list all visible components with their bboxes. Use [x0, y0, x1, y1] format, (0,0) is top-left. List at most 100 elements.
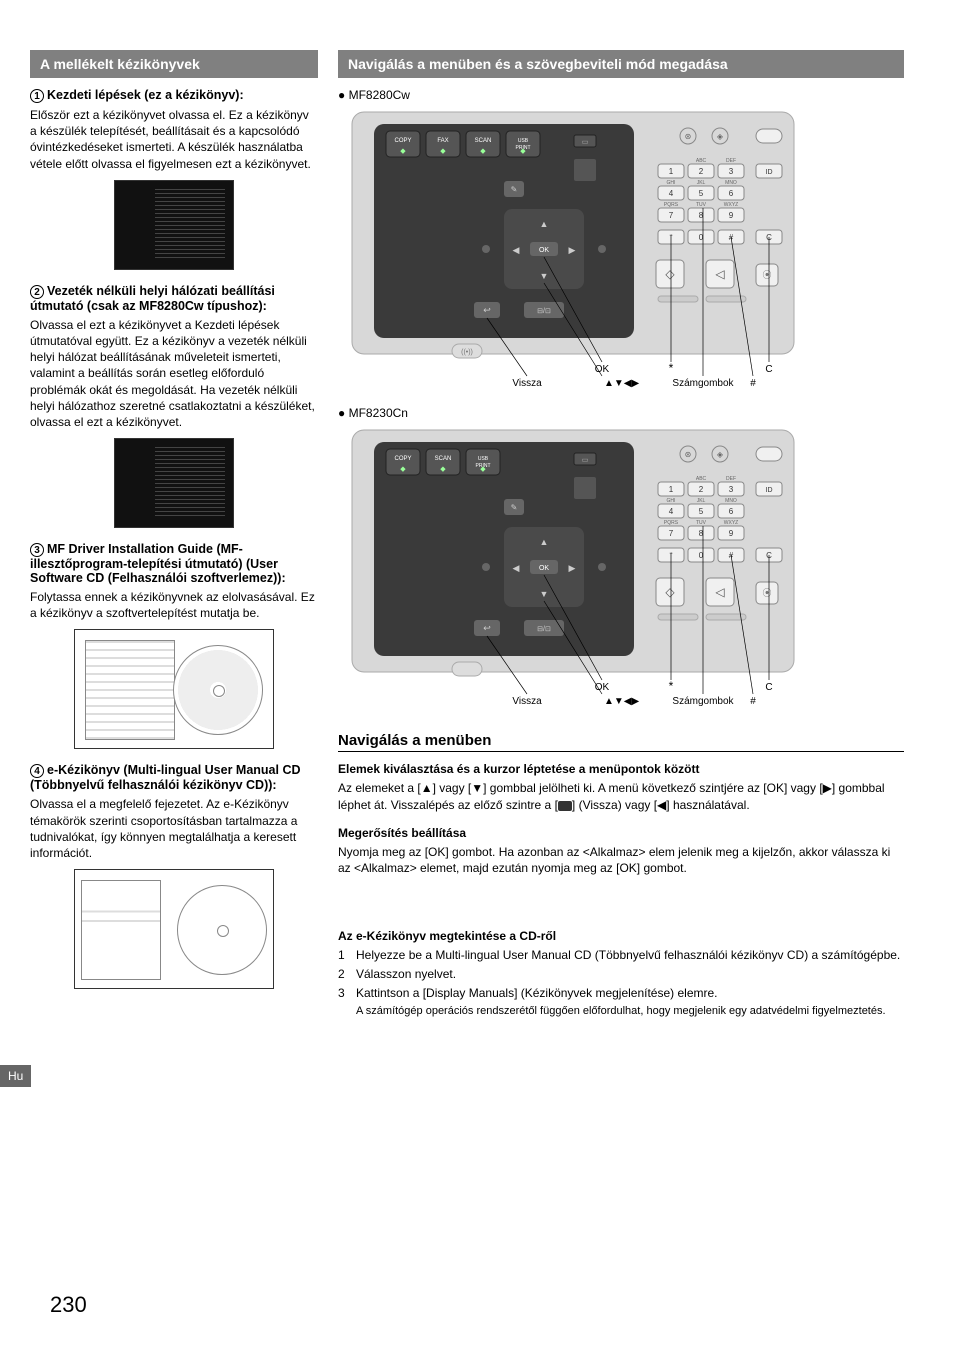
para1-text: Az elemeket a [▲] vagy [▼] gombbal jelöl… — [338, 780, 904, 814]
svg-text:GHI: GHI — [667, 498, 676, 504]
svg-text:▶: ▶ — [569, 245, 576, 255]
svg-text:◆: ◆ — [440, 466, 446, 473]
manual-image-4 — [74, 869, 274, 989]
svg-text:JKL: JKL — [697, 180, 706, 186]
manual-image-1 — [114, 180, 234, 270]
svg-text:9: 9 — [729, 211, 734, 220]
svg-text:5: 5 — [699, 507, 704, 516]
language-tab: Hu — [0, 1065, 31, 1087]
svg-text:OK: OK — [595, 682, 610, 693]
svg-text:◆: ◆ — [440, 148, 446, 155]
svg-text:9: 9 — [729, 529, 734, 538]
svg-text:MNO: MNO — [725, 498, 737, 504]
svg-text:C: C — [765, 682, 772, 693]
svg-text:6: 6 — [729, 189, 734, 198]
svg-text:1: 1 — [669, 485, 674, 494]
svg-text:ABC: ABC — [696, 476, 707, 482]
panel-1: COPY◆FAX◆SCAN◆USBPRINT◆▭✎▲▼◀▶OK↩⊟/⊡((•))… — [338, 106, 904, 396]
svg-text:1: 1 — [669, 167, 674, 176]
svg-text:Vissza: Vissza — [512, 378, 542, 389]
item1-title: 1Kezdeti lépések (ez a kézikönyv): — [30, 88, 318, 103]
svg-text:▲: ▲ — [540, 219, 549, 229]
svg-text:◇: ◇ — [665, 267, 675, 281]
para1-title: Elemek kiválasztása és a kurzor léptetés… — [338, 762, 904, 776]
svg-text:PQRS: PQRS — [664, 520, 679, 526]
svg-text:7: 7 — [669, 529, 674, 538]
manual-image-2 — [114, 438, 234, 528]
svg-text:OK: OK — [595, 364, 610, 375]
svg-text:◁: ◁ — [715, 585, 725, 599]
svg-text:▼: ▼ — [540, 271, 549, 281]
page-number: 230 — [50, 1292, 87, 1318]
nav-heading: Navigálás a menüben — [338, 732, 904, 752]
svg-text:ID: ID — [766, 487, 773, 494]
svg-text:◀: ◀ — [513, 563, 520, 573]
right-header: Navigálás a menüben és a szövegbeviteli … — [338, 50, 904, 78]
svg-text:Számgombok: Számgombok — [672, 378, 734, 389]
svg-text:DEF: DEF — [726, 158, 736, 164]
item4-text: Olvassa el a megfelelő fejezetet. Az e-K… — [30, 796, 318, 861]
svg-text:USB: USB — [518, 138, 529, 144]
left-header: A mellékelt kézikönyvek — [30, 50, 318, 78]
svg-text:⊛: ⊛ — [685, 132, 692, 141]
svg-text:4: 4 — [669, 189, 674, 198]
svg-text:▲: ▲ — [540, 537, 549, 547]
svg-text:C: C — [765, 364, 772, 375]
svg-text:▲▼◀▶: ▲▼◀▶ — [604, 378, 639, 389]
svg-text:TUV: TUV — [696, 202, 707, 208]
svg-text:TUV: TUV — [696, 520, 707, 526]
svg-text:3: 3 — [729, 167, 734, 176]
svg-text:⊛: ⊛ — [685, 450, 692, 459]
svg-text:7: 7 — [669, 211, 674, 220]
svg-text:⦿: ⦿ — [762, 270, 771, 280]
svg-text:▶: ▶ — [569, 563, 576, 573]
svg-text:2: 2 — [699, 167, 704, 176]
svg-text:((•)): ((•)) — [461, 349, 473, 356]
para2-text: Nyomja meg az [OK] gombot. Ha azonban az… — [338, 844, 904, 878]
svg-text:2: 2 — [699, 485, 704, 494]
note: A számítógép operációs rendszerétől függ… — [338, 1004, 904, 1018]
svg-text:⦿: ⦿ — [762, 588, 771, 598]
item1-text: Először ezt a kézikönyvet olvassa el. Ez… — [30, 107, 318, 172]
svg-text:ID: ID — [766, 169, 773, 176]
svg-text:▭: ▭ — [582, 139, 589, 146]
svg-text:4: 4 — [669, 507, 674, 516]
svg-text:5: 5 — [699, 189, 704, 198]
item4-title: 4e-Kézikönyv (Multi-lingual User Manual … — [30, 763, 318, 792]
item3-title: 3MF Driver Installation Guide (MF-illesz… — [30, 542, 318, 585]
item3-text: Folytassa ennek a kézikönyvnek az elolva… — [30, 589, 318, 621]
svg-text:◇: ◇ — [665, 585, 675, 599]
cd-title: Az e-Kézikönyv megtekintése a CD-ről — [338, 929, 904, 943]
svg-text:◀: ◀ — [513, 245, 520, 255]
svg-text:◆: ◆ — [480, 466, 486, 473]
svg-text:↩: ↩ — [483, 623, 491, 633]
step-3: Kattintson a [Display Manuals] (Kéziköny… — [356, 985, 718, 1002]
svg-text:Számgombok: Számgombok — [672, 696, 734, 707]
svg-text:✎: ✎ — [511, 503, 518, 512]
svg-text:OK: OK — [539, 565, 549, 572]
svg-text:JKL: JKL — [697, 498, 706, 504]
svg-text:◆: ◆ — [400, 466, 406, 473]
svg-text:3: 3 — [729, 485, 734, 494]
svg-text:WXYZ: WXYZ — [724, 520, 738, 526]
svg-text:6: 6 — [729, 507, 734, 516]
svg-text:◆: ◆ — [520, 148, 526, 155]
svg-text:⊟/⊡: ⊟/⊡ — [537, 308, 551, 315]
svg-text:*: * — [669, 361, 674, 375]
svg-text:↩: ↩ — [483, 305, 491, 315]
svg-text:◆: ◆ — [480, 148, 486, 155]
svg-text:✎: ✎ — [511, 185, 518, 194]
back-icon — [558, 801, 572, 811]
svg-text:Vissza: Vissza — [512, 696, 542, 707]
svg-text:▼: ▼ — [540, 589, 549, 599]
item2-text: Olvassa el ezt a kézikönyvet a Kezdeti l… — [30, 317, 318, 430]
svg-text:OK: OK — [539, 247, 549, 254]
svg-text:SCAN: SCAN — [475, 138, 492, 144]
svg-text:#: # — [750, 696, 756, 707]
step-2: Válasszon nyelvet. — [356, 966, 456, 983]
svg-text:PQRS: PQRS — [664, 202, 679, 208]
svg-text:◈: ◈ — [717, 450, 724, 459]
svg-text:◁: ◁ — [715, 267, 725, 281]
step-1: Helyezze be a Multi-lingual User Manual … — [356, 947, 900, 964]
svg-text:SCAN: SCAN — [435, 456, 452, 462]
